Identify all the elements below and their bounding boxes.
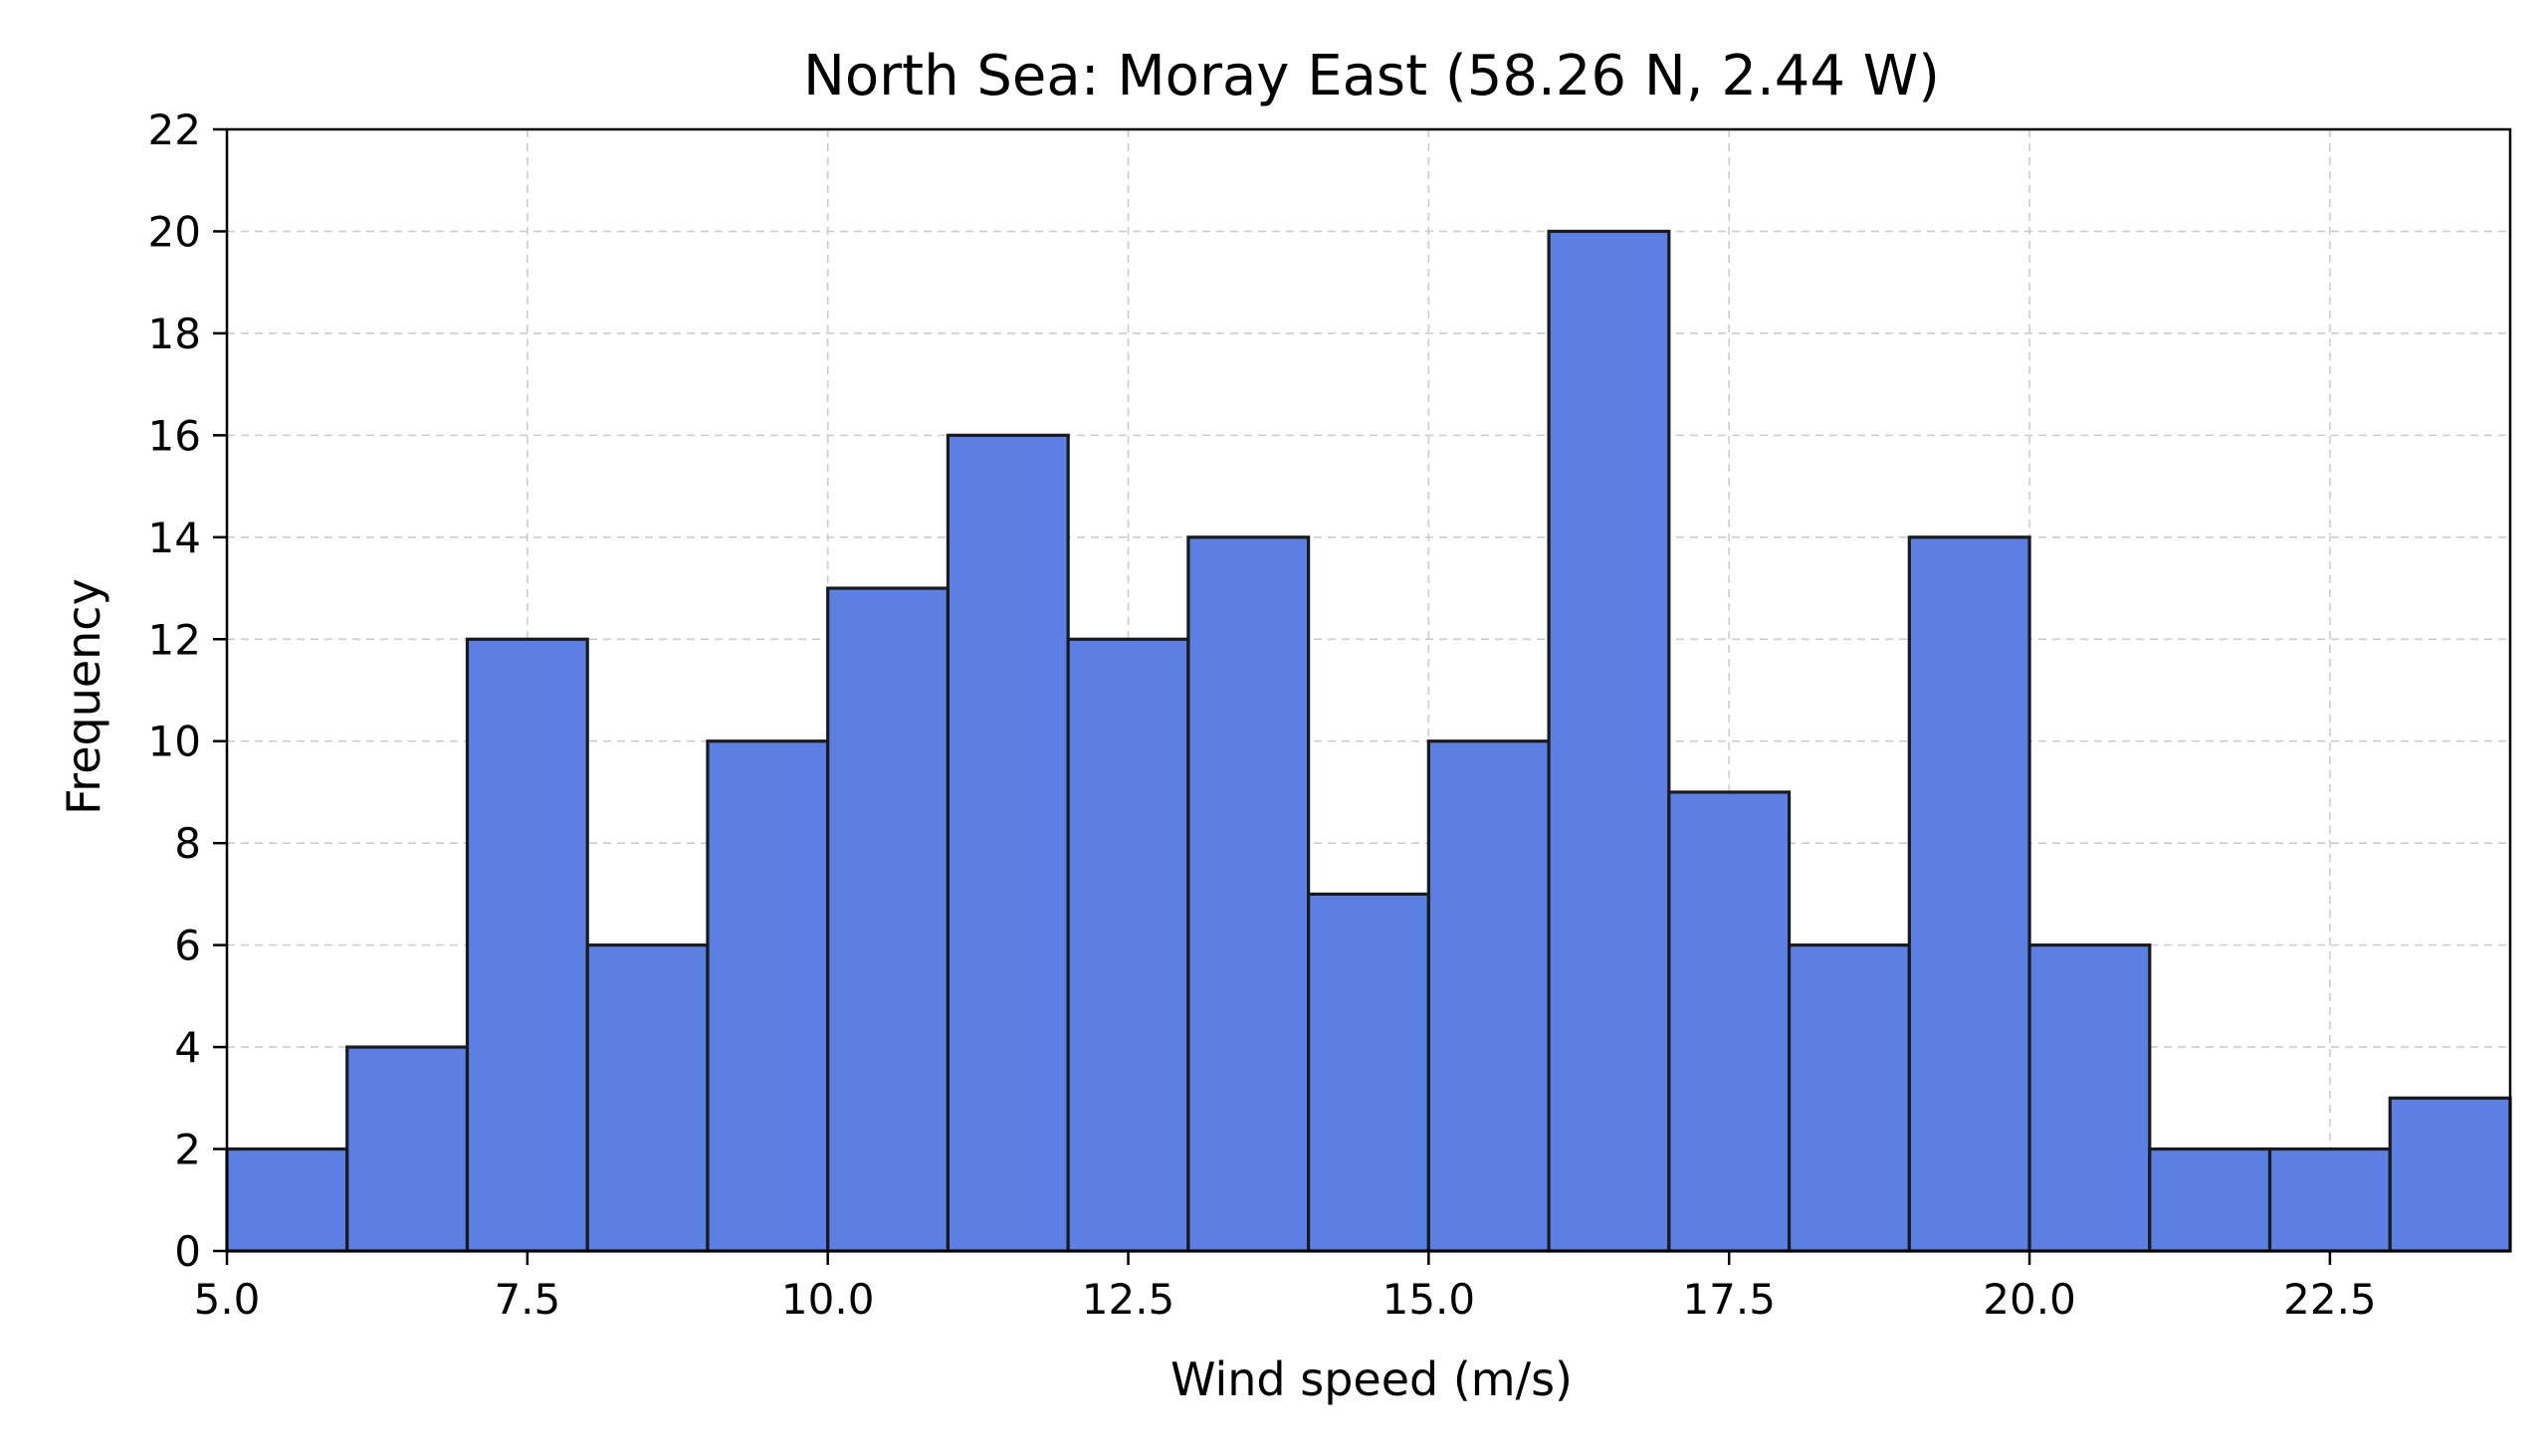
x-tick-label: 10.0 (781, 1275, 875, 1324)
histogram-bar (2267, 1146, 2392, 1253)
y-tick-label: 16 (148, 411, 201, 460)
histogram-bar (1426, 739, 1551, 1253)
histogram-bar (1667, 790, 1792, 1253)
x-tick-label: 20.0 (1983, 1275, 2076, 1324)
histogram-bar (826, 586, 951, 1253)
histogram-bar (1066, 637, 1190, 1253)
y-axis-label: Frequency (57, 578, 110, 815)
x-tick-label: 17.5 (1682, 1275, 1776, 1324)
y-tick-label: 10 (148, 718, 201, 766)
x-tick-label: 12.5 (1082, 1275, 1175, 1324)
x-axis-label: Wind speed (m/s) (1170, 1352, 1573, 1406)
histogram-bars (225, 229, 2512, 1253)
y-tick-label: 12 (148, 615, 201, 664)
y-tick-label: 18 (148, 310, 201, 358)
histogram-bar (2027, 943, 2152, 1253)
y-tick-label: 22 (148, 105, 201, 154)
histogram-bar (1907, 535, 2031, 1253)
y-tick-label: 2 (174, 1126, 201, 1174)
histogram-bar (345, 1045, 470, 1253)
histogram-bar (585, 943, 710, 1253)
histogram-bar (1307, 892, 1430, 1253)
y-tick-label: 8 (174, 819, 201, 868)
chart-title: North Sea: Moray East (58.26 N, 2.44 W) (803, 44, 1940, 108)
x-tick-label: 15.0 (1382, 1275, 1476, 1324)
histogram-bar (946, 433, 1070, 1253)
x-tick-label: 22.5 (2283, 1275, 2377, 1324)
histogram-bar (1787, 943, 1911, 1253)
histogram-bar (1547, 229, 1671, 1253)
x-tick-label: 7.5 (494, 1275, 560, 1324)
y-axis-ticks: 0 2 4 6 8 10 12 14 16 18 20 22 (148, 105, 227, 1276)
y-tick-label: 0 (174, 1227, 201, 1276)
x-tick-label: 5.0 (194, 1275, 261, 1324)
x-axis-ticks: 5.0 7.5 10.0 12.5 15.0 17.5 20.0 22.5 (194, 1251, 2377, 1324)
y-tick-label: 6 (174, 922, 201, 970)
histogram-bar (1186, 535, 1311, 1253)
histogram-bar (225, 1146, 349, 1253)
histogram-bar (706, 739, 830, 1253)
y-tick-label: 20 (148, 207, 201, 256)
histogram-bar (2388, 1096, 2512, 1253)
plot-frame (225, 127, 2512, 1253)
histogram-bar (465, 637, 589, 1253)
y-tick-label: 14 (148, 514, 201, 562)
histogram-bar (2148, 1146, 2272, 1253)
y-tick-label: 4 (174, 1023, 201, 1072)
